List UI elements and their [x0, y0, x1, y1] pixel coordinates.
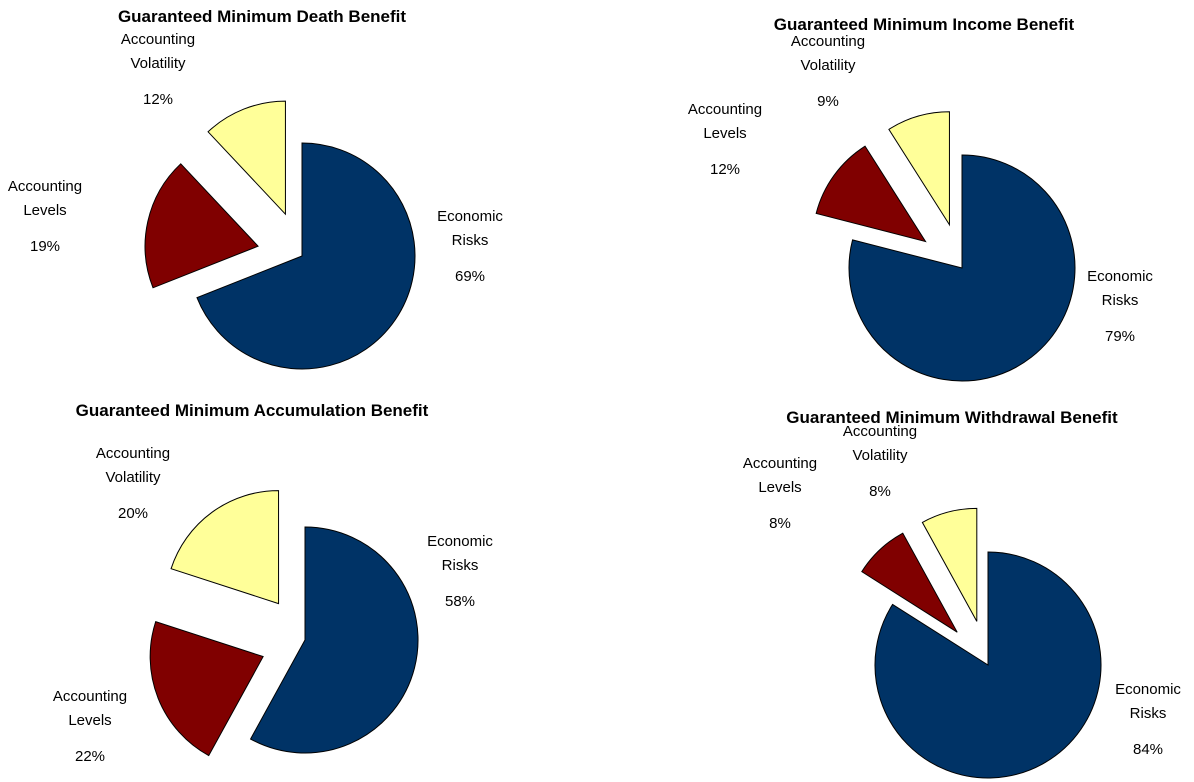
slice-label-text: Economic Risks 79% [1070, 268, 1170, 361]
value-label: 58% [444, 593, 476, 610]
slice-label-text: Accounting Levels 8% [730, 455, 830, 548]
value-label: 8% [769, 515, 791, 532]
category-label: Accounting Levels [7, 178, 83, 219]
slice-label-text: Accounting Volatility 9% [778, 33, 878, 126]
category-label: Accounting Volatility [120, 31, 196, 72]
value-label: 84% [1132, 741, 1164, 758]
value-label: 22% [74, 748, 106, 765]
pie-slice [888, 111, 950, 227]
pie-slice [207, 100, 286, 216]
slice-label: Economic Risks 58% [410, 533, 510, 662]
pie-slice [848, 154, 1076, 382]
category-label: Economic Risks [1087, 268, 1153, 309]
category-label: Economic Risks [427, 533, 493, 574]
category-label: Accounting Volatility [95, 445, 171, 486]
chart-title: Guaranteed Minimum Withdrawal Benefit [786, 408, 1118, 427]
chart-title: Guaranteed Minimum Accumulation Benefit [76, 401, 429, 420]
pie-slice [170, 490, 280, 605]
slice-label-text: Accounting Volatility 20% [83, 445, 183, 538]
value-label: 9% [817, 93, 839, 110]
slice-label-text: Accounting Levels 22% [40, 688, 140, 781]
pie-slice [144, 163, 259, 289]
value-label: 79% [1104, 328, 1136, 345]
value-label: 8% [869, 483, 891, 500]
category-label: Accounting Volatility [790, 33, 866, 74]
pie-slice [921, 507, 978, 622]
slice-label-text: Economic Risks 69% [420, 208, 520, 301]
chart-title: Guaranteed Minimum Income Benefit [774, 15, 1075, 34]
pie-slice [149, 621, 264, 757]
category-label: Accounting Levels [742, 455, 818, 496]
slice-label: Accounting Levels 8% [730, 455, 830, 584]
value-label: 19% [29, 238, 61, 255]
chart-title: Guaranteed Minimum Death Benefit [118, 7, 406, 26]
slice-label: Economic Risks 84% [1098, 681, 1194, 782]
category-label: Economic Risks [437, 208, 503, 249]
slice-label-text: Economic Risks 84% [1098, 681, 1194, 774]
slice-label: Accounting Volatility 8% [830, 423, 930, 552]
slice-label: Accounting Levels 12% [675, 101, 775, 230]
slice-label-text: Accounting Levels 19% [0, 178, 95, 271]
pie-slice [861, 532, 958, 633]
category-label: Economic Risks [1115, 681, 1181, 722]
value-label: 12% [709, 161, 741, 178]
value-label: 20% [117, 505, 149, 522]
slice-label: Accounting Levels 22% [40, 688, 140, 782]
category-label: Accounting Levels [52, 688, 128, 729]
pie-slice [196, 142, 416, 370]
category-label: Accounting Volatility [842, 423, 918, 464]
value-label: 12% [142, 91, 174, 108]
slice-label-text: Accounting Levels 12% [675, 101, 775, 194]
pie-slice [249, 526, 419, 754]
pie-slice [874, 551, 1102, 779]
slice-label: Accounting Levels 19% [0, 178, 95, 307]
slice-label-text: Accounting Volatility 12% [108, 31, 208, 124]
slice-label: Accounting Volatility 20% [83, 445, 183, 574]
slice-label: Economic Risks 79% [1070, 268, 1170, 397]
value-label: 69% [454, 268, 486, 285]
pie-slice [815, 145, 927, 243]
slice-label: Accounting Volatility 12% [108, 31, 208, 160]
slice-label: Economic Risks 69% [420, 208, 520, 337]
category-label: Accounting Levels [687, 101, 763, 142]
slice-label-text: Accounting Volatility 8% [830, 423, 930, 516]
slice-label: Accounting Volatility 9% [778, 33, 878, 162]
slice-label-text: Economic Risks 58% [410, 533, 510, 626]
